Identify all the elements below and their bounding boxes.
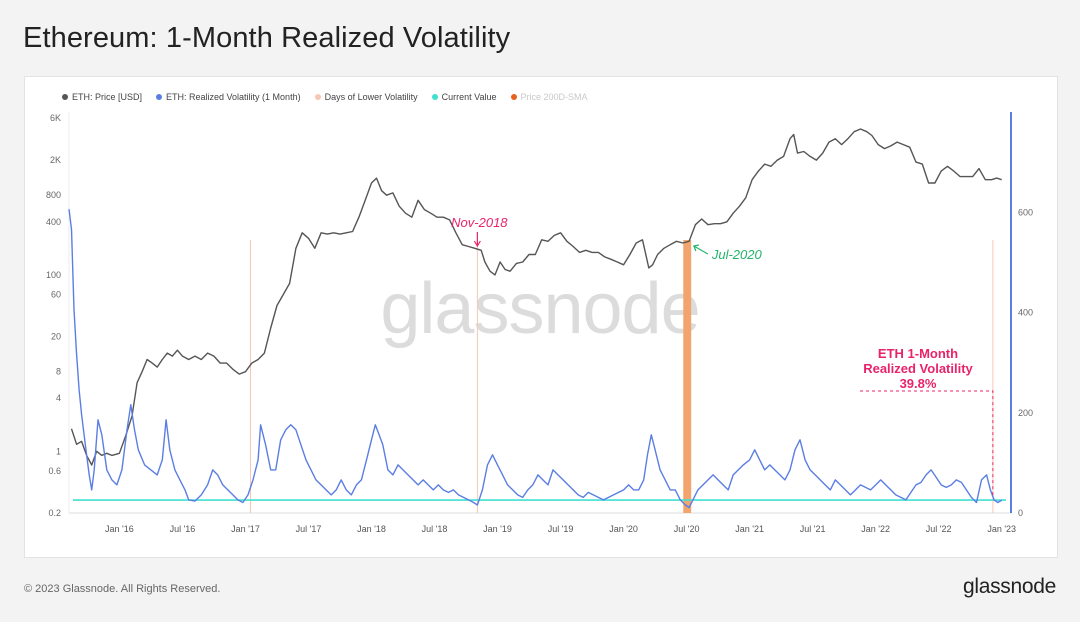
legend-label: Current Value — [441, 92, 497, 102]
annotation-jul-2020: Jul-2020 — [711, 247, 763, 262]
legend-item[interactable]: ETH: Realized Volatility (1 Month) — [156, 92, 301, 102]
glassnode-logo: glassnode — [962, 575, 1056, 598]
legend-swatch — [62, 94, 68, 100]
left-axis-tick-label: 60 — [51, 289, 61, 299]
x-axis-tick-label: Jul '20 — [674, 524, 700, 534]
x-axis-tick-label: Jan '20 — [609, 524, 638, 534]
x-axis-tick-label: Jan '23 — [987, 524, 1016, 534]
annotation-current-volatility: 39.8% — [900, 376, 937, 391]
price-series-line — [70, 128, 1002, 466]
left-axis-tick-label: 1 — [56, 446, 61, 456]
x-axis-tick-label: Jul '19 — [548, 524, 574, 534]
left-axis-tick-label: 4 — [56, 393, 61, 403]
left-axis-tick-label: 400 — [46, 217, 61, 227]
watermark: glassnode — [380, 269, 699, 349]
left-axis-tick-label: 8 — [56, 367, 61, 377]
annotation-current-volatility: ETH 1-Month — [878, 346, 958, 361]
left-axis-tick-label: 0.6 — [48, 466, 61, 476]
x-axis-tick-label: Jul '17 — [296, 524, 322, 534]
right-axis-tick-label: 600 — [1018, 207, 1033, 217]
annotation-arrowhead — [693, 244, 699, 252]
annotation-nov-2018: Nov-2018 — [451, 215, 508, 230]
x-axis-tick-label: Jan '18 — [357, 524, 386, 534]
x-axis-tick-label: Jul '16 — [170, 524, 196, 534]
x-axis-tick-label: Jan '17 — [231, 524, 260, 534]
annotation-dashed-leader — [860, 390, 994, 498]
legend-swatch — [431, 94, 438, 100]
left-axis-tick-label: 0.2 — [48, 508, 61, 518]
legend-item[interactable]: Days of Lower Volatility — [314, 92, 418, 102]
left-axis-tick-label: 100 — [46, 270, 61, 280]
legend-label: ETH: Realized Volatility (1 Month) — [166, 92, 301, 102]
legend-label: Price 200D-SMA — [520, 92, 588, 102]
legend-item[interactable]: Current Value — [431, 92, 497, 102]
volatility-series-line — [68, 209, 1003, 509]
x-axis-tick-label: Jan '21 — [735, 524, 764, 534]
annotation-arrowhead — [473, 240, 481, 248]
legend-item[interactable]: Price 200D-SMA — [510, 92, 588, 102]
right-axis-tick-label: 200 — [1018, 408, 1033, 418]
x-axis-tick-label: Jan '19 — [483, 524, 512, 534]
left-axis-tick-label: 2K — [50, 155, 61, 165]
x-axis-tick-label: Jul '22 — [926, 524, 952, 534]
legend-swatch — [156, 94, 163, 100]
legend-label: ETH: Price [USD] — [72, 92, 143, 102]
x-axis-tick-label: Jul '18 — [422, 524, 448, 534]
left-axis-tick-label: 20 — [51, 332, 61, 342]
annotation-arrow — [693, 245, 709, 255]
x-axis-tick-label: Jan '22 — [861, 524, 890, 534]
legend-label: Days of Lower Volatility — [324, 92, 418, 102]
chart-legend: ETH: Price [USD] ETH: Realized Volatility… — [62, 90, 588, 104]
page-title: Ethereum: 1-Month Realized Volatility — [23, 22, 511, 54]
x-axis-tick-label: Jul '21 — [800, 524, 826, 534]
annotation-current-volatility: Realized Volatility — [863, 361, 973, 376]
right-axis-tick-label: 400 — [1018, 308, 1033, 318]
left-axis-tick-label: 6K — [50, 113, 61, 123]
right-axis-tick-label: 0 — [1018, 508, 1023, 518]
left-axis-tick-label: 800 — [46, 190, 61, 200]
legend-swatch — [314, 94, 321, 100]
legend-item[interactable]: ETH: Price [USD] — [62, 92, 142, 102]
copyright-text: © 2023 Glassnode. All Rights Reserved. — [24, 583, 221, 595]
x-axis-tick-label: Jan '16 — [105, 524, 134, 534]
legend-swatch — [510, 94, 517, 100]
